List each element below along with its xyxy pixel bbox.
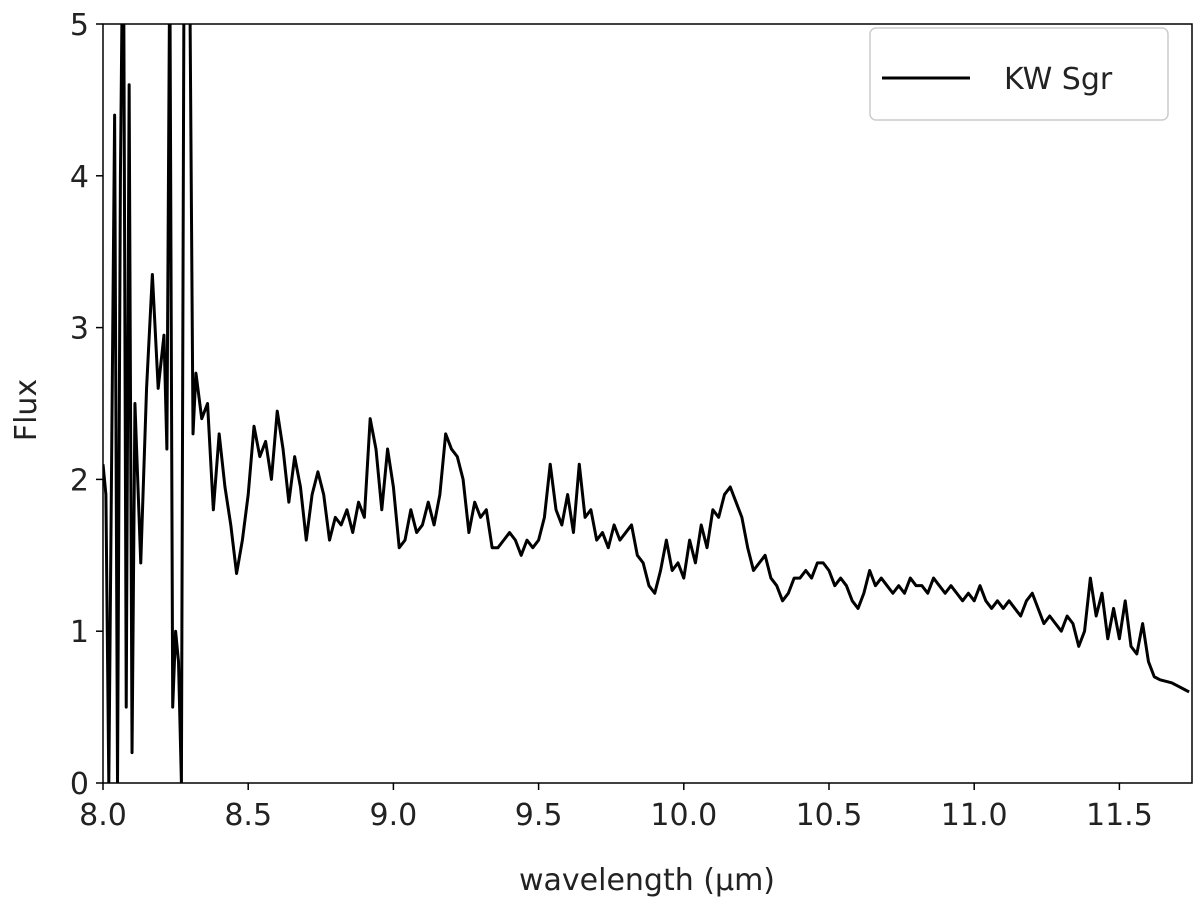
plot-area: [103, 24, 1192, 783]
x-tick-label: 11.0: [941, 798, 1008, 833]
x-axis-label: wavelength (μm): [519, 863, 775, 898]
x-tick-label: 10.0: [650, 798, 717, 833]
x-tick-label: 9.0: [370, 798, 418, 833]
y-tick-label: 2: [70, 463, 89, 498]
x-tick-label: 8.0: [79, 798, 127, 833]
y-tick-label: 4: [70, 160, 89, 195]
plot-marks: [103, 24, 1190, 783]
x-tick-label: 9.5: [515, 798, 563, 833]
plot-frame: [102, 23, 1193, 784]
x-tick-label: 11.5: [1086, 798, 1153, 833]
y-tick-label: 3: [70, 312, 89, 347]
line-series: [103, 24, 1190, 783]
y-tick-label: 0: [70, 767, 89, 802]
y-axis-label: Flux: [9, 379, 44, 441]
y-tick-label: 5: [70, 8, 89, 43]
legend-box: [869, 27, 1169, 121]
legend-label: KW Sgr: [1004, 62, 1113, 97]
x-tick-label: 10.5: [796, 798, 863, 833]
x-tick-label: 8.5: [224, 798, 272, 833]
y-tick-label: 1: [70, 615, 89, 650]
